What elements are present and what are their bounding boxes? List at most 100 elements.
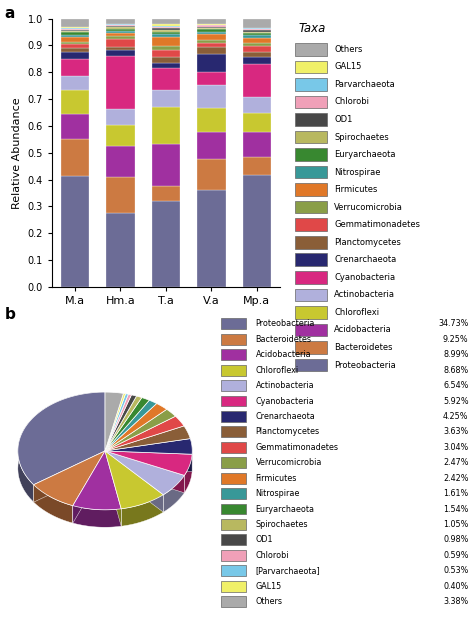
Text: Actinobacteria: Actinobacteria bbox=[255, 381, 314, 390]
Bar bbox=[106, 31, 135, 33]
Bar bbox=[243, 29, 271, 30]
Bar bbox=[243, 43, 271, 46]
Bar bbox=[220, 380, 246, 391]
Polygon shape bbox=[105, 394, 126, 451]
Text: OD1: OD1 bbox=[255, 536, 273, 544]
Bar bbox=[197, 107, 226, 132]
Y-axis label: Relative Abundance: Relative Abundance bbox=[12, 97, 22, 209]
Bar bbox=[106, 125, 135, 146]
Bar bbox=[152, 144, 180, 186]
Bar bbox=[243, 157, 271, 175]
Bar bbox=[294, 113, 327, 126]
Bar bbox=[61, 176, 89, 287]
Bar bbox=[61, 29, 89, 30]
Text: Others: Others bbox=[334, 45, 363, 54]
Bar bbox=[243, 114, 271, 131]
Bar bbox=[243, 97, 271, 114]
Text: 4.25%: 4.25% bbox=[443, 412, 469, 421]
Bar bbox=[106, 28, 135, 29]
Bar bbox=[152, 35, 180, 37]
Bar bbox=[61, 28, 89, 29]
Text: Gemmatimonadetes: Gemmatimonadetes bbox=[334, 220, 420, 230]
Polygon shape bbox=[73, 506, 121, 528]
Text: Euryarchaeota: Euryarchaeota bbox=[255, 505, 314, 513]
Bar bbox=[106, 25, 135, 27]
Polygon shape bbox=[34, 451, 105, 506]
Bar bbox=[220, 442, 246, 453]
Bar bbox=[294, 218, 327, 231]
Bar bbox=[106, 33, 135, 36]
Polygon shape bbox=[105, 394, 128, 451]
Bar bbox=[61, 30, 89, 31]
Text: 34.73%: 34.73% bbox=[438, 320, 469, 328]
Bar bbox=[197, 29, 226, 31]
Bar bbox=[61, 31, 89, 33]
Bar bbox=[294, 324, 327, 336]
Bar bbox=[294, 96, 327, 108]
Bar bbox=[294, 60, 327, 73]
Bar bbox=[197, 132, 226, 159]
Polygon shape bbox=[164, 475, 184, 512]
Text: 3.04%: 3.04% bbox=[443, 443, 469, 452]
Bar bbox=[243, 33, 271, 35]
Bar bbox=[152, 50, 180, 57]
Polygon shape bbox=[105, 451, 192, 471]
Bar bbox=[61, 77, 89, 90]
Text: Taxa: Taxa bbox=[298, 22, 326, 35]
Bar bbox=[106, 56, 135, 109]
Text: Acidobacteria: Acidobacteria bbox=[255, 350, 311, 359]
Bar bbox=[106, 27, 135, 28]
Text: Cyanobacteria: Cyanobacteria bbox=[334, 273, 395, 282]
Bar bbox=[61, 48, 89, 52]
Bar bbox=[243, 30, 271, 31]
Bar bbox=[243, 64, 271, 97]
Bar bbox=[220, 503, 246, 515]
Text: Chloroflexi: Chloroflexi bbox=[334, 308, 379, 317]
Bar bbox=[61, 35, 89, 37]
Bar bbox=[152, 107, 180, 144]
Text: [Parvarchaeota]: [Parvarchaeota] bbox=[255, 566, 320, 575]
Polygon shape bbox=[105, 394, 131, 451]
Text: Chloroflexi: Chloroflexi bbox=[255, 366, 299, 375]
Polygon shape bbox=[34, 485, 73, 523]
Text: 0.53%: 0.53% bbox=[443, 566, 469, 575]
Bar bbox=[61, 90, 89, 114]
Text: Nitrospirae: Nitrospirae bbox=[255, 489, 300, 498]
Bar bbox=[106, 51, 135, 56]
Text: Gemmatimonadetes: Gemmatimonadetes bbox=[255, 443, 338, 452]
Bar bbox=[197, 48, 226, 54]
Text: 5.92%: 5.92% bbox=[443, 397, 469, 405]
Bar bbox=[220, 550, 246, 561]
Text: GAL15: GAL15 bbox=[255, 582, 282, 590]
Bar bbox=[197, 43, 226, 48]
Bar bbox=[220, 519, 246, 530]
Bar bbox=[106, 39, 135, 47]
Bar bbox=[106, 29, 135, 31]
Polygon shape bbox=[105, 451, 121, 526]
Text: Parvarchaeota: Parvarchaeota bbox=[334, 80, 395, 89]
Polygon shape bbox=[191, 439, 192, 471]
Polygon shape bbox=[105, 451, 192, 475]
Bar bbox=[220, 565, 246, 576]
Text: Chlorobi: Chlorobi bbox=[255, 551, 289, 560]
Bar bbox=[220, 411, 246, 422]
Bar bbox=[106, 47, 135, 51]
Bar bbox=[152, 32, 180, 35]
Text: Proteobacteria: Proteobacteria bbox=[334, 360, 396, 370]
Bar bbox=[61, 52, 89, 59]
Bar bbox=[220, 334, 246, 345]
Bar bbox=[243, 175, 271, 287]
Bar bbox=[106, 177, 135, 213]
Bar bbox=[197, 40, 226, 43]
Bar bbox=[294, 78, 327, 91]
Text: Acidobacteria: Acidobacteria bbox=[334, 325, 392, 334]
Text: 9.25%: 9.25% bbox=[443, 335, 469, 344]
Text: Planctomycetes: Planctomycetes bbox=[334, 238, 401, 247]
Polygon shape bbox=[105, 404, 167, 451]
Bar bbox=[294, 201, 327, 213]
Bar bbox=[220, 318, 246, 329]
Bar bbox=[294, 166, 327, 178]
Bar bbox=[294, 183, 327, 196]
Bar bbox=[220, 581, 246, 592]
Bar bbox=[220, 349, 246, 360]
